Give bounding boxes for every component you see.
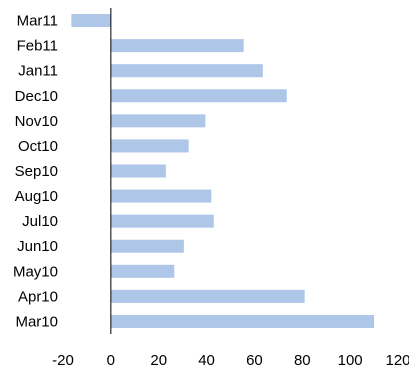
- value-tick-labels: -20 0 20 40 60 80 100 120: [52, 352, 409, 369]
- bar-mar11: [71, 14, 111, 28]
- x-tick-label: 60: [246, 352, 263, 369]
- bar-sep10: [110, 164, 166, 178]
- category-label-apr10: Apr10: [18, 288, 58, 305]
- bar-mar10: [110, 314, 375, 328]
- category-label-mar10: Mar10: [15, 313, 58, 330]
- category-label-mar11: Mar11: [17, 13, 58, 30]
- bar-group: [71, 14, 375, 328]
- category-label-sep10: Sep10: [15, 163, 58, 180]
- category-label-oct10: Oct10: [18, 138, 58, 155]
- bar-jul10: [110, 214, 214, 228]
- bar-nov10: [110, 114, 206, 128]
- x-tick-label: 80: [294, 352, 311, 369]
- bar-feb11: [110, 39, 244, 53]
- category-label-jul10: Jul10: [22, 213, 58, 230]
- bar-may10: [110, 264, 175, 278]
- category-label-jan11: Jan11: [18, 63, 58, 80]
- x-tick-label: 40: [198, 352, 215, 369]
- bar-aug10: [110, 189, 212, 203]
- category-label-feb11: Feb11: [17, 38, 58, 55]
- x-tick-label: 100: [338, 352, 363, 369]
- x-tick-label: 0: [107, 352, 115, 369]
- bar-jan11: [110, 64, 263, 78]
- category-label-nov10: Nov10: [15, 113, 58, 130]
- bar-jun10: [110, 239, 184, 253]
- x-tick-label: -20: [52, 352, 74, 369]
- x-tick-label: 120: [385, 352, 409, 369]
- bar-dec10: [110, 89, 287, 103]
- bar-apr10: [110, 289, 305, 303]
- bar-oct10: [110, 139, 189, 153]
- category-label-jun10: Jun10: [17, 238, 58, 255]
- category-label-may10: May10: [13, 263, 58, 280]
- category-label-aug10: Aug10: [15, 188, 58, 205]
- category-label-dec10: Dec10: [15, 88, 58, 105]
- category-labels: Mar10 Apr10 May10 Jun10 Jul10 Aug10 Sep10 Oct10…: [13, 13, 58, 331]
- x-tick-label: 20: [150, 352, 167, 369]
